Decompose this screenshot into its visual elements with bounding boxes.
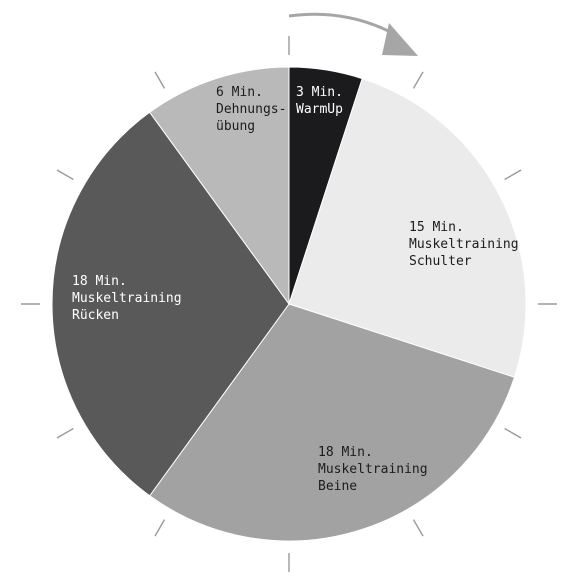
slice-label-line: Dehnungs- bbox=[216, 102, 286, 117]
slice-labels: 3 Min. WarmUp 15 Min. Muskeltraining Schulte… bbox=[72, 85, 519, 494]
arrow-arc bbox=[288, 12, 399, 38]
slice-label: 18 Min. Muskeltraining Rücken bbox=[72, 274, 182, 323]
pie-slice bbox=[288, 77, 527, 378]
clock-tick bbox=[412, 71, 424, 89]
slice-label: 15 Min. Muskeltraining Schulter bbox=[409, 220, 519, 269]
slice-label: 3 Min. WarmUp bbox=[296, 85, 343, 117]
slice-label: 18 Min. Muskeltraining Beine bbox=[318, 445, 428, 494]
slice-label-line: Beine bbox=[318, 479, 357, 494]
pie-slices bbox=[51, 66, 527, 542]
slice-label-line: 18 Min. bbox=[72, 274, 127, 289]
slice-label-line: 18 Min. bbox=[318, 445, 373, 460]
slice-label-line: Muskeltraining bbox=[409, 237, 519, 252]
arrow-head bbox=[382, 23, 418, 56]
clock-tick bbox=[412, 519, 424, 537]
clock-tick bbox=[56, 427, 74, 439]
pie-slice bbox=[148, 303, 516, 542]
slice-label-line: WarmUp bbox=[296, 102, 343, 117]
clock-tick bbox=[504, 169, 522, 181]
pie-slice bbox=[148, 66, 290, 306]
clockwise-arrow-icon bbox=[288, 12, 418, 56]
slice-label-line: 6 Min. bbox=[216, 85, 263, 100]
slice-label-line: Rücken bbox=[72, 308, 119, 323]
slice-label-line: Schulter bbox=[409, 254, 472, 269]
clock-tick bbox=[154, 71, 166, 89]
slice-label-line: 15 Min. bbox=[409, 220, 464, 235]
slice-label-line: Muskeltraining bbox=[318, 462, 428, 477]
clock-ticks bbox=[21, 36, 557, 572]
slice-label: 6 Min. Dehnungs-übung bbox=[216, 85, 286, 134]
slice-label-line: 3 Min. bbox=[296, 85, 343, 100]
slice-label-line: Muskeltraining bbox=[72, 291, 182, 306]
slice-label-line: übung bbox=[216, 119, 255, 134]
clock-tick bbox=[154, 519, 166, 537]
pie-slice bbox=[51, 111, 290, 497]
clock-tick bbox=[504, 427, 522, 439]
clock-tick bbox=[56, 169, 74, 181]
